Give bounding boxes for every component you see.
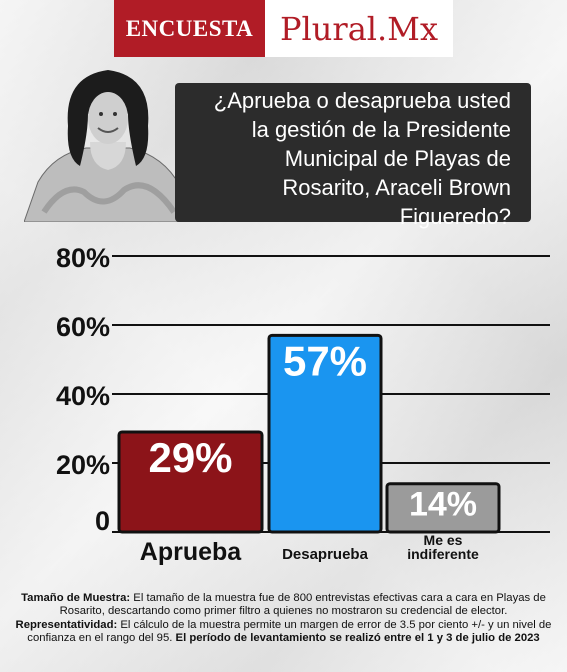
representativeness-text: El cálculo de la muestra permite un marg… [27, 618, 552, 645]
bar-value-label: 14% [409, 486, 477, 524]
bar-value-label: 29% [148, 434, 232, 481]
category-label: indiferente [407, 546, 479, 562]
bar-desaprueba [267, 333, 383, 534]
brand-banner: ENCUESTA Plural.Mx [114, 0, 453, 57]
y-tick-label: 40% [56, 381, 110, 411]
bar-value-label: 57% [283, 337, 367, 384]
y-tick-label: 0 [95, 506, 110, 536]
bar-me-es-indiferente [385, 482, 501, 534]
survey-period-text: El período de levantamiento se realizó e… [175, 632, 540, 645]
y-tick-label: 20% [56, 450, 110, 480]
category-label: Aprueba [140, 538, 243, 566]
brand-logo-pluralmx: Plural.Mx [280, 9, 438, 48]
sample-size-label: Tamaño de Muestra: [21, 592, 131, 604]
brand-label-encuesta: ENCUESTA [114, 0, 265, 57]
category-label: Desaprueba [282, 546, 369, 563]
category-label: Me es [424, 532, 463, 548]
portrait-photo [24, 70, 192, 222]
representativeness-label: Representatividad: [15, 618, 118, 631]
y-tick-label: 60% [56, 312, 110, 342]
sample-size-text: El tamaño de la muestra fue de 800 entre… [59, 592, 546, 618]
y-tick-label: 80% [56, 243, 110, 273]
survey-question: ¿Aprueba o desaprueba usted la gestión d… [175, 83, 531, 229]
methodology-note: Tamaño de Muestra: El tamaño de la muest… [8, 592, 559, 646]
bar-aprueba [117, 430, 264, 534]
